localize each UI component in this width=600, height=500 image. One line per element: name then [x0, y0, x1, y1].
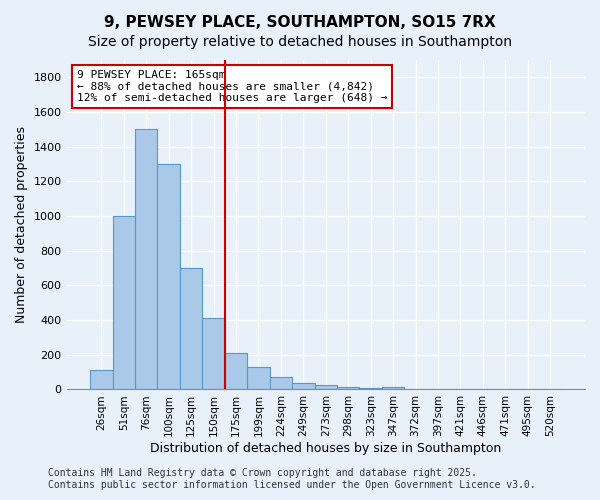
Bar: [314, 385, 337, 390]
X-axis label: Distribution of detached houses by size in Southampton: Distribution of detached houses by size …: [150, 442, 502, 455]
Bar: [113, 216, 135, 390]
Bar: [247, 367, 269, 390]
Bar: [202, 318, 225, 390]
Y-axis label: Number of detached properties: Number of detached properties: [15, 126, 28, 323]
Bar: [135, 130, 157, 390]
Bar: [404, 388, 427, 390]
Bar: [157, 164, 180, 390]
Bar: [337, 387, 359, 390]
Text: Contains HM Land Registry data © Crown copyright and database right 2025.
Contai: Contains HM Land Registry data © Crown c…: [48, 468, 536, 490]
Bar: [225, 353, 247, 390]
Bar: [292, 382, 314, 390]
Bar: [382, 388, 404, 390]
Bar: [180, 268, 202, 390]
Bar: [269, 378, 292, 390]
Bar: [359, 388, 382, 390]
Text: 9 PEWSEY PLACE: 165sqm
← 88% of detached houses are smaller (4,842)
12% of semi-: 9 PEWSEY PLACE: 165sqm ← 88% of detached…: [77, 70, 388, 103]
Bar: [90, 370, 113, 390]
Text: Size of property relative to detached houses in Southampton: Size of property relative to detached ho…: [88, 35, 512, 49]
Text: 9, PEWSEY PLACE, SOUTHAMPTON, SO15 7RX: 9, PEWSEY PLACE, SOUTHAMPTON, SO15 7RX: [104, 15, 496, 30]
